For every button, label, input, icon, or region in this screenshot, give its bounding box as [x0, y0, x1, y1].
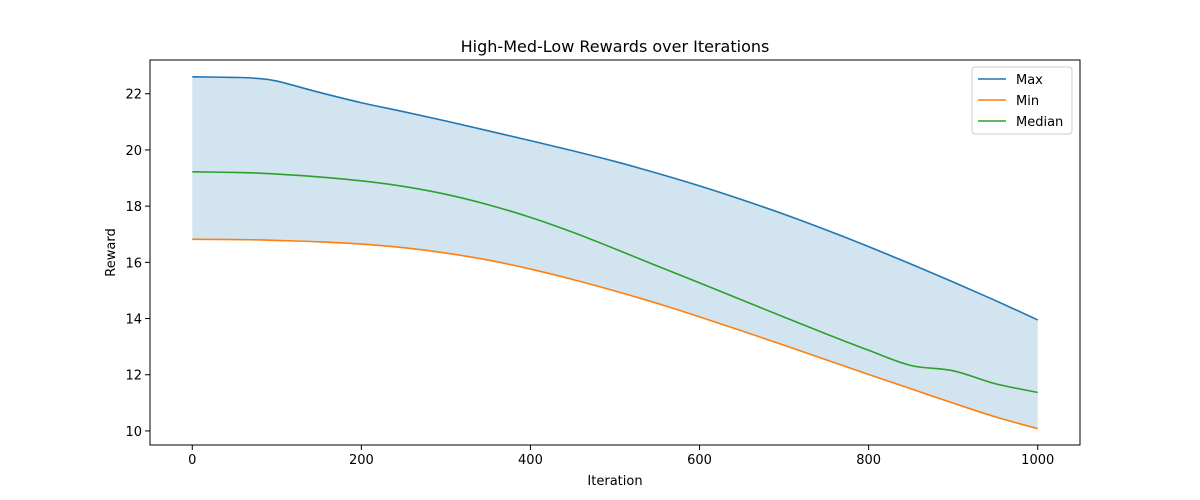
- y-tick-label: 20: [125, 144, 142, 159]
- series-line-max: [192, 76, 1039, 321]
- plot-frame: [149, 59, 1081, 446]
- x-tick-label: 200: [349, 453, 374, 468]
- y-axis-label: Reward: [104, 228, 119, 276]
- min-max-band: [192, 76, 1038, 429]
- y-tick-label: 18: [125, 200, 142, 215]
- legend-box: [971, 66, 1073, 135]
- x-tick-label: 1000: [1021, 453, 1054, 468]
- y-tick-label: 16: [125, 256, 142, 271]
- legend-label-max: Max: [1016, 73, 1043, 88]
- y-axis-ticks: 10 12 14 16 18 20 22: [125, 88, 150, 440]
- y-tick-label: 22: [125, 88, 142, 103]
- chart-title: High-Med-Low Rewards over Iterations: [461, 37, 770, 56]
- legend-label-min: Min: [1016, 94, 1039, 109]
- x-tick-label: 600: [687, 453, 712, 468]
- series-lines-layer: [192, 76, 1039, 430]
- y-tick-label: 14: [125, 313, 142, 328]
- y-tick-label: 12: [125, 369, 142, 384]
- x-tick-label: 800: [856, 453, 881, 468]
- y-tick-label: 10: [125, 425, 142, 440]
- x-axis-label: Iteration: [587, 474, 642, 489]
- legend: Max Min Median: [971, 66, 1073, 135]
- min-max-band-layer: [192, 76, 1038, 429]
- series-line-min: [192, 238, 1038, 430]
- legend-label-median: Median: [1016, 115, 1063, 130]
- x-tick-label: 0: [188, 453, 196, 468]
- x-tick-label: 400: [518, 453, 543, 468]
- x-axis-ticks: 0 200 400 600 800 1000: [188, 445, 1054, 468]
- series-line-median: [192, 171, 1038, 394]
